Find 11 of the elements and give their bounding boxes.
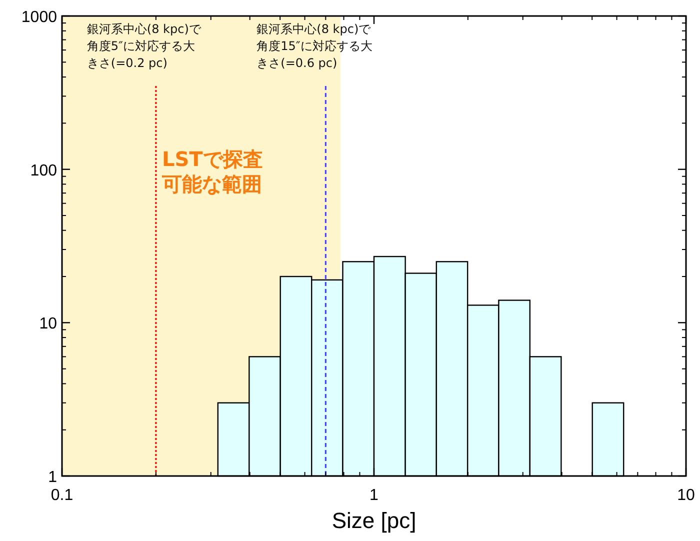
- annotation: 銀河系中心(8 kpc)で角度5″に対応する大きさ(=0.2 pc): [86, 22, 202, 70]
- x-tick-label: 0.1: [50, 487, 74, 504]
- y-tick-label: 100: [30, 162, 58, 180]
- annotation: 銀河系中心(8 kpc)で角度15″に対応する大きさ(=0.6 pc): [256, 22, 372, 70]
- band-label: LSTで探査可能な範囲: [161, 147, 263, 196]
- x-tick-label: 10: [677, 487, 695, 504]
- y-tick-label: 1: [48, 469, 58, 486]
- x-axis-title: Size [pc]: [332, 508, 416, 533]
- y-tick-label: 1000: [21, 9, 58, 26]
- y-tick-label: 10: [39, 316, 58, 333]
- x-tick-label: 1: [370, 487, 379, 504]
